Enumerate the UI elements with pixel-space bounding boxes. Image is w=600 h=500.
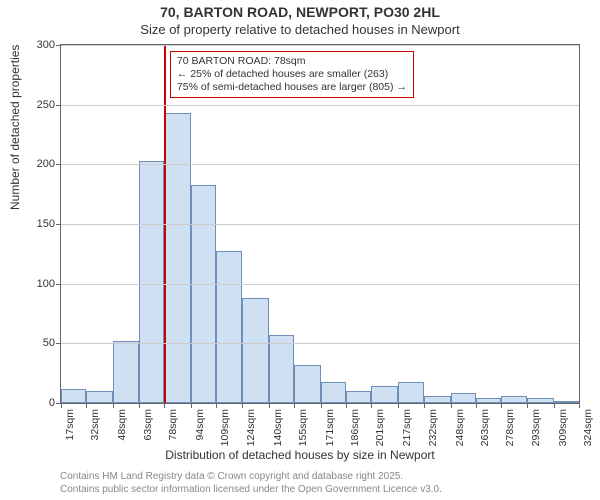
x-tick-mark bbox=[164, 403, 165, 408]
x-tick-label: 78sqm bbox=[167, 409, 179, 441]
x-tick-label: 278sqm bbox=[504, 409, 516, 446]
bar bbox=[371, 386, 398, 403]
x-tick-label: 309sqm bbox=[557, 409, 569, 446]
y-tick-label: 100 bbox=[37, 278, 55, 290]
chart-container: 70, BARTON ROAD, NEWPORT, PO30 2HL Size … bbox=[0, 0, 600, 500]
x-tick-mark bbox=[527, 403, 528, 408]
x-tick-label: 155sqm bbox=[297, 409, 309, 446]
x-tick-mark bbox=[191, 403, 192, 408]
title-line-2: Size of property relative to detached ho… bbox=[0, 22, 600, 37]
x-tick-mark bbox=[476, 403, 477, 408]
title-line-1: 70, BARTON ROAD, NEWPORT, PO30 2HL bbox=[0, 4, 600, 20]
x-tick-mark bbox=[216, 403, 217, 408]
x-tick-mark bbox=[86, 403, 87, 408]
x-tick-label: 17sqm bbox=[64, 409, 76, 441]
x-tick-label: 140sqm bbox=[272, 409, 284, 446]
y-tick-label: 200 bbox=[37, 158, 55, 170]
x-tick-label: 63sqm bbox=[142, 409, 154, 441]
x-tick-mark bbox=[113, 403, 114, 408]
bar bbox=[501, 396, 526, 403]
x-tick-mark bbox=[61, 403, 62, 408]
x-tick-mark bbox=[451, 403, 452, 408]
bar bbox=[346, 391, 371, 403]
gridline-h bbox=[61, 105, 579, 106]
y-tick-label: 150 bbox=[37, 218, 55, 230]
x-tick-label: 48sqm bbox=[116, 409, 128, 441]
x-tick-label: 293sqm bbox=[530, 409, 542, 446]
x-tick-label: 171sqm bbox=[324, 409, 336, 446]
x-tick-mark bbox=[579, 403, 580, 408]
gridline-h bbox=[61, 164, 579, 165]
y-tick-mark bbox=[56, 164, 61, 165]
y-tick-mark bbox=[56, 45, 61, 46]
x-tick-label: 248sqm bbox=[454, 409, 466, 446]
x-tick-mark bbox=[139, 403, 140, 408]
y-tick-mark bbox=[56, 284, 61, 285]
bar bbox=[191, 185, 216, 403]
x-tick-label: 109sqm bbox=[219, 409, 231, 446]
bar bbox=[242, 298, 269, 403]
gridline-h bbox=[61, 284, 579, 285]
y-tick-mark bbox=[56, 224, 61, 225]
bar bbox=[527, 398, 554, 403]
gridline-h bbox=[61, 45, 579, 46]
x-tick-label: 324sqm bbox=[582, 409, 594, 446]
bar bbox=[164, 113, 191, 403]
x-tick-mark bbox=[269, 403, 270, 408]
annotation-box: 70 BARTON ROAD: 78sqm ← 25% of detached … bbox=[170, 51, 414, 98]
x-tick-mark bbox=[346, 403, 347, 408]
x-tick-mark bbox=[242, 403, 243, 408]
x-tick-label: 232sqm bbox=[427, 409, 439, 446]
bar bbox=[476, 398, 501, 403]
x-tick-mark bbox=[294, 403, 295, 408]
y-tick-label: 250 bbox=[37, 99, 55, 111]
annotation-line-3: 75% of semi-detached houses are larger (… bbox=[177, 81, 407, 94]
bar bbox=[216, 251, 241, 403]
x-tick-mark bbox=[501, 403, 502, 408]
bar bbox=[139, 161, 164, 403]
y-tick-mark bbox=[56, 105, 61, 106]
gridline-h bbox=[61, 224, 579, 225]
annotation-line-1: 70 BARTON ROAD: 78sqm bbox=[177, 55, 407, 68]
bar bbox=[451, 393, 476, 403]
x-tick-label: 186sqm bbox=[349, 409, 361, 446]
bar bbox=[321, 382, 346, 403]
x-tick-mark bbox=[424, 403, 425, 408]
x-tick-mark bbox=[554, 403, 555, 408]
x-tick-label: 94sqm bbox=[194, 409, 206, 441]
y-tick-mark bbox=[56, 343, 61, 344]
bar bbox=[398, 382, 423, 403]
bar bbox=[269, 335, 294, 403]
footer: Contains HM Land Registry data © Crown c… bbox=[60, 471, 442, 496]
annotation-line-2: ← 25% of detached houses are smaller (26… bbox=[177, 68, 407, 81]
bar bbox=[554, 401, 579, 403]
y-axis-label: Number of detached properties bbox=[8, 45, 22, 210]
y-tick-label: 50 bbox=[43, 337, 55, 349]
bar bbox=[294, 365, 321, 403]
y-tick-label: 300 bbox=[37, 39, 55, 51]
x-tick-label: 124sqm bbox=[245, 409, 257, 446]
x-axis-label: Distribution of detached houses by size … bbox=[0, 448, 600, 462]
plot-area: 70 BARTON ROAD: 78sqm ← 25% of detached … bbox=[60, 44, 580, 404]
x-tick-label: 263sqm bbox=[479, 409, 491, 446]
gridline-h bbox=[61, 343, 579, 344]
x-tick-label: 217sqm bbox=[401, 409, 413, 446]
bar bbox=[424, 396, 451, 403]
bar bbox=[86, 391, 113, 403]
x-tick-mark bbox=[371, 403, 372, 408]
y-tick-label: 0 bbox=[49, 397, 55, 409]
footer-line-1: Contains HM Land Registry data © Crown c… bbox=[60, 471, 442, 484]
bar bbox=[113, 341, 138, 403]
bar bbox=[61, 389, 86, 403]
x-tick-mark bbox=[321, 403, 322, 408]
footer-line-2: Contains public sector information licen… bbox=[60, 484, 442, 497]
x-tick-label: 201sqm bbox=[374, 409, 386, 446]
x-tick-label: 32sqm bbox=[89, 409, 101, 441]
title-block: 70, BARTON ROAD, NEWPORT, PO30 2HL Size … bbox=[0, 0, 600, 37]
x-tick-mark bbox=[398, 403, 399, 408]
